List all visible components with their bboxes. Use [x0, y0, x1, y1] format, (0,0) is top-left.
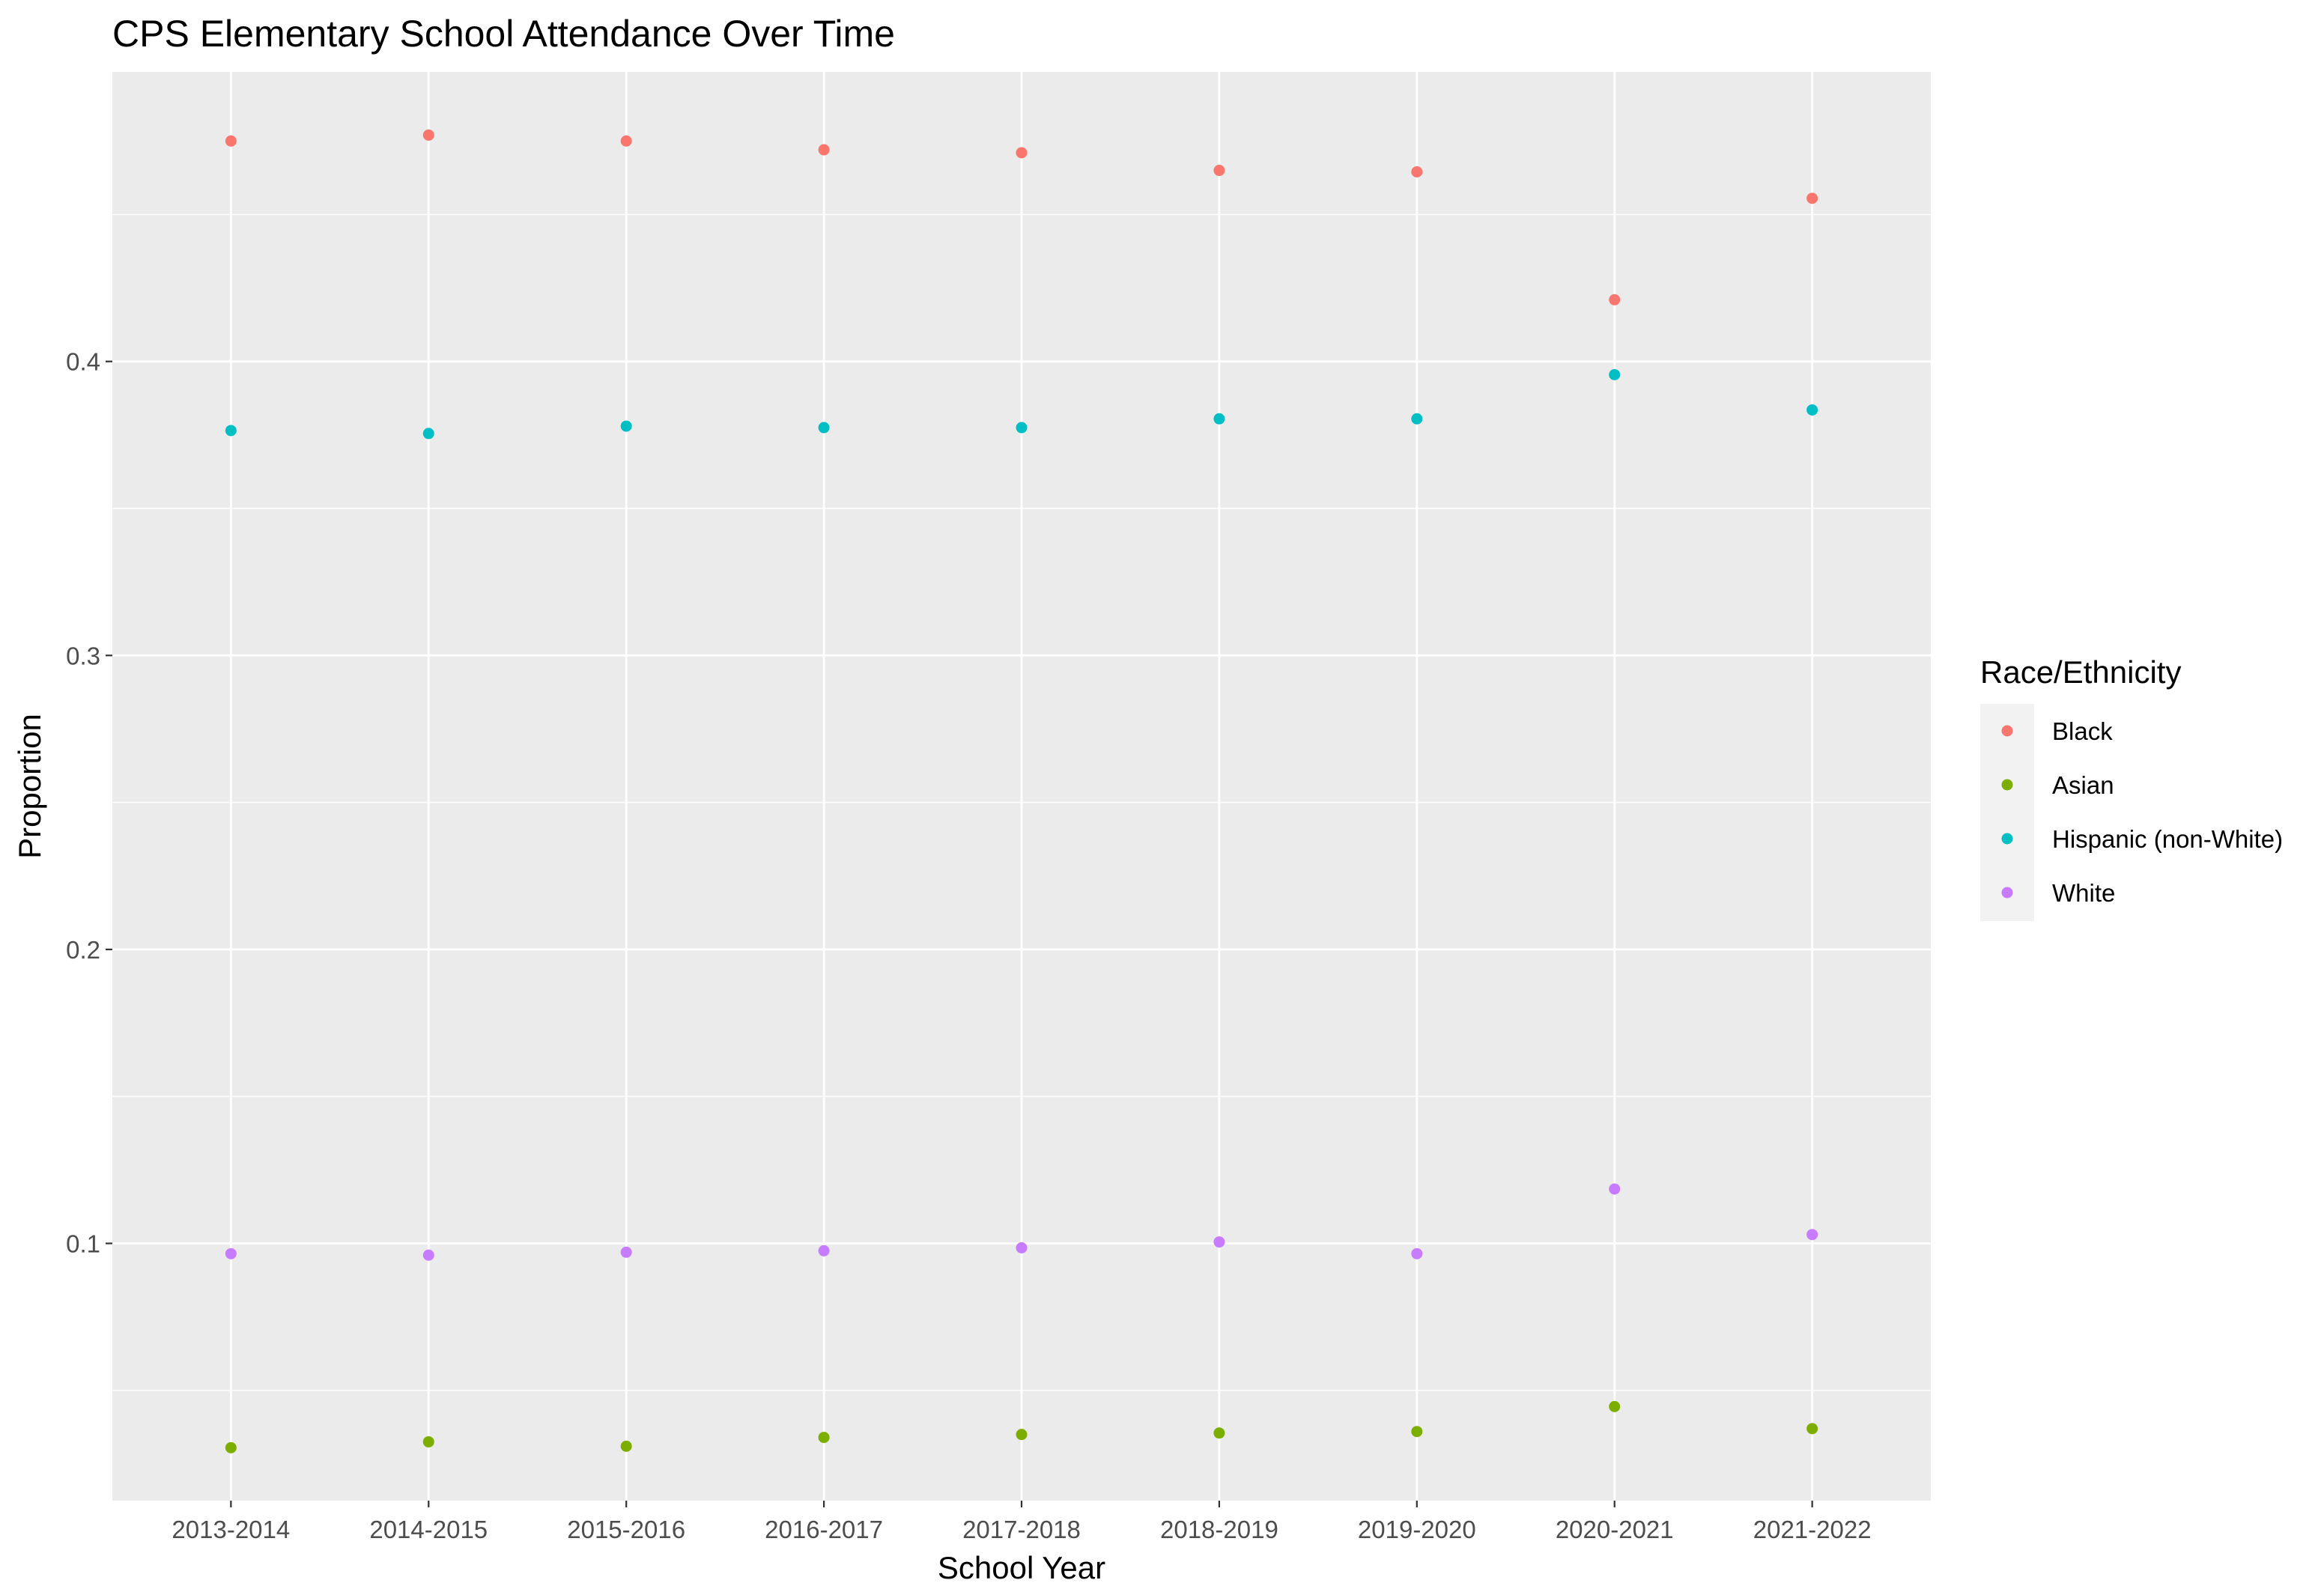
point-asian	[818, 1432, 830, 1444]
point-white	[1213, 1236, 1225, 1248]
legend-title: Race/Ethnicity	[1980, 654, 2181, 690]
point-white	[1609, 1183, 1621, 1195]
point-hispanic-non-white	[225, 425, 237, 437]
y-axis-ticks: 0.1 0.2 0.3 0.4	[66, 348, 112, 1257]
point-hispanic-non-white	[1806, 404, 1818, 416]
point-white	[1016, 1242, 1028, 1254]
legend-label-white: White	[2052, 879, 2115, 907]
x-axis-title: School Year	[938, 1550, 1105, 1585]
point-white	[620, 1246, 632, 1258]
point-black	[1609, 294, 1621, 306]
point-hispanic-non-white	[620, 420, 632, 432]
legend-key-white	[2001, 887, 2013, 899]
point-asian	[422, 1435, 434, 1447]
y-tick-label: 0.3	[66, 642, 100, 669]
y-tick-label: 0.4	[66, 348, 100, 376]
point-white	[1411, 1248, 1423, 1260]
point-hispanic-non-white	[1411, 413, 1423, 425]
x-tick-label: 2014-2015	[369, 1516, 488, 1543]
point-asian	[1213, 1427, 1225, 1439]
point-hispanic-non-white	[422, 428, 434, 440]
x-tick-label: 2015-2016	[567, 1516, 685, 1543]
x-tick-label: 2019-2020	[1358, 1516, 1476, 1543]
point-black	[1411, 165, 1423, 177]
point-asian	[620, 1440, 632, 1452]
point-white	[225, 1248, 237, 1260]
legend-label-black: Black	[2052, 717, 2113, 745]
x-tick-label: 2016-2017	[765, 1516, 883, 1543]
legend-label-asian: Asian	[2052, 771, 2114, 799]
point-asian	[225, 1441, 237, 1453]
y-axis-title: Proportion	[12, 714, 47, 859]
y-tick-label: 0.1	[66, 1230, 100, 1257]
point-hispanic-non-white	[1609, 368, 1621, 380]
point-black	[225, 135, 237, 147]
point-black	[818, 144, 830, 156]
legend-key-background	[1980, 704, 2034, 921]
x-tick-label: 2021-2022	[1753, 1516, 1872, 1543]
point-hispanic-non-white	[1016, 422, 1028, 434]
point-black	[422, 129, 434, 141]
point-black	[1016, 147, 1028, 159]
point-hispanic-non-white	[1213, 413, 1225, 425]
legend: Race/Ethnicity Black Asian Hispanic (non-W…	[1980, 654, 2283, 921]
point-asian	[1411, 1426, 1423, 1438]
chart-title: CPS Elementary School Attendance Over Ti…	[112, 13, 895, 55]
x-tick-label: 2017-2018	[962, 1516, 1081, 1543]
major-gridlines	[112, 72, 1931, 1501]
x-axis-ticks: 2013-2014 2014-2015 2015-2016 2016-2017 2017…	[172, 1501, 1872, 1543]
point-black	[1806, 192, 1818, 204]
x-tick-label: 2020-2021	[1556, 1516, 1674, 1543]
point-white	[1806, 1229, 1818, 1241]
point-asian	[1016, 1429, 1028, 1441]
point-white	[422, 1249, 434, 1261]
point-asian	[1806, 1423, 1818, 1435]
point-black	[1213, 165, 1225, 177]
x-tick-label: 2013-2014	[172, 1516, 290, 1543]
legend-label-hispanic-non-white: Hispanic (non-White)	[2052, 825, 2283, 853]
legend-key-black	[2001, 725, 2013, 737]
legend-key-asian	[2001, 779, 2013, 791]
point-white	[818, 1245, 830, 1257]
point-black	[620, 135, 632, 147]
y-tick-label: 0.2	[66, 936, 100, 964]
data-points	[225, 129, 1818, 1453]
x-tick-label: 2018-2019	[1160, 1516, 1278, 1543]
point-hispanic-non-white	[818, 422, 830, 434]
point-asian	[1609, 1400, 1621, 1412]
legend-key-hispanic-non-white	[2001, 833, 2013, 845]
